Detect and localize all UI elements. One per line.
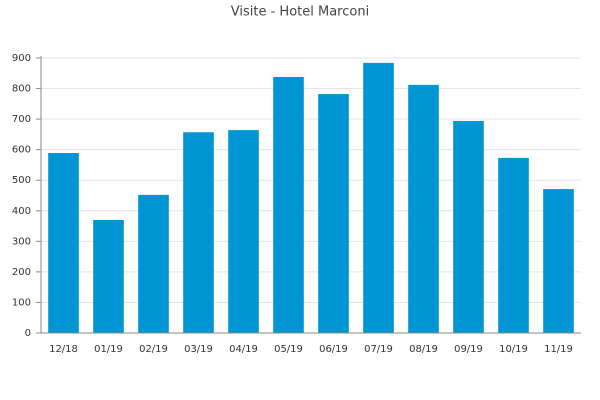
x-tick-label: 02/19	[139, 344, 168, 355]
bar	[453, 120, 484, 333]
bar	[408, 84, 439, 333]
x-tick-label: 06/19	[319, 344, 348, 355]
y-tick-label: 500	[12, 175, 31, 186]
y-tick-label: 200	[12, 267, 31, 278]
y-tick-label: 300	[12, 236, 31, 247]
x-tick-label: 09/19	[454, 344, 483, 355]
bar	[318, 94, 349, 333]
x-tick-label: 04/19	[229, 344, 258, 355]
bar	[543, 189, 574, 333]
x-tick-label: 07/19	[364, 344, 393, 355]
y-tick-label: 800	[12, 84, 31, 95]
bar	[48, 153, 79, 333]
y-tick-label: 0	[25, 328, 31, 339]
bar	[93, 219, 124, 333]
y-tick-label: 700	[12, 114, 31, 125]
bar	[363, 62, 394, 334]
bar	[498, 157, 529, 333]
y-tick-label: 600	[12, 145, 31, 156]
bar	[273, 76, 304, 333]
y-tick-label: 100	[12, 297, 31, 308]
bar	[183, 132, 214, 333]
y-tick-label: 400	[12, 206, 31, 217]
x-tick-label: 12/18	[49, 344, 78, 355]
y-tick-label: 900	[12, 53, 31, 64]
x-tick-label: 03/19	[184, 344, 213, 355]
x-tick-label: 01/19	[94, 344, 123, 355]
x-tick-label: 10/19	[499, 344, 528, 355]
x-tick-label: 08/19	[409, 344, 438, 355]
x-tick-label: 11/19	[544, 344, 573, 355]
x-tick-label: 05/19	[274, 344, 303, 355]
bar	[138, 194, 169, 333]
chart-title: Visite - Hotel Marconi	[231, 5, 369, 20]
bar	[228, 130, 259, 333]
